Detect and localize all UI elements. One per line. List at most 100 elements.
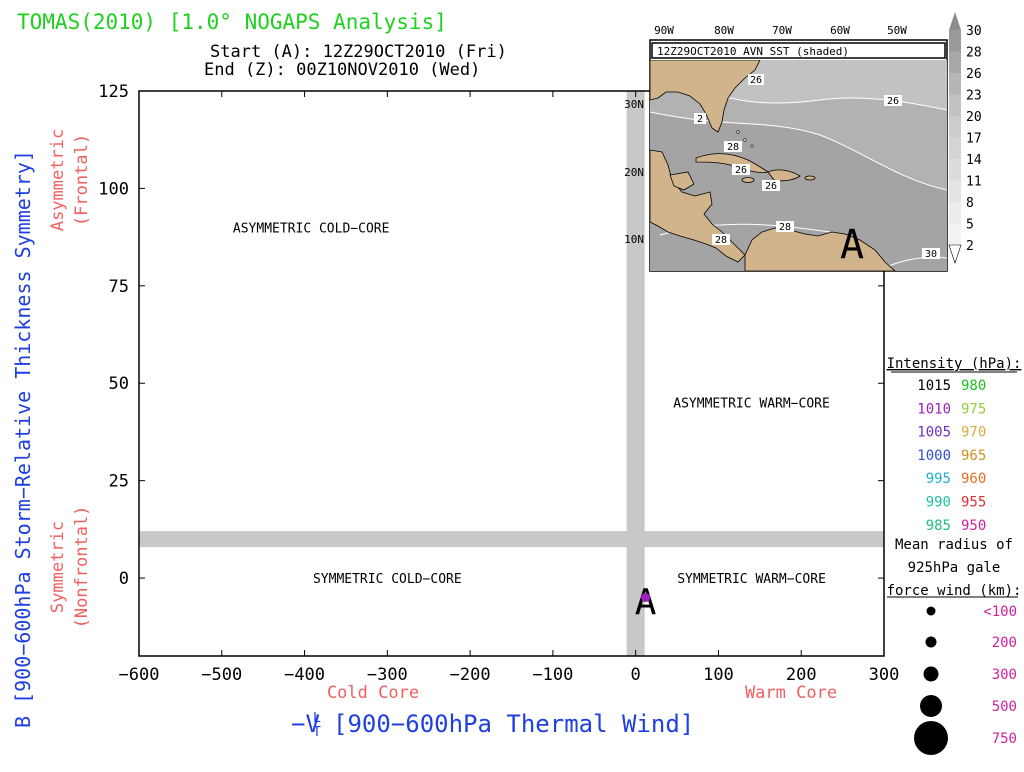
y-axis-title: B [900−600hPa Storm−Relative Thickness S… (11, 150, 35, 728)
intensity-legend: 1015 980 1010 975 1005 970 1000 965 995 960 990 955… (917, 378, 986, 534)
intensity-legend-title: Intensity (hPa): (887, 356, 1022, 372)
bahamas-land (743, 138, 747, 142)
intensity-value: 1015 (917, 378, 951, 394)
chart-title: TOMAS(2010) [1.0° NOGAPS Analysis] (17, 10, 447, 34)
colorbar-label: 30 (966, 24, 982, 39)
intensity-value: 1000 (917, 448, 951, 464)
radius-marker (920, 695, 942, 717)
radius-label: 750 (992, 731, 1017, 747)
radius-label: 300 (992, 667, 1017, 683)
lon-label: 60W (830, 24, 850, 37)
x-tick-label: −600 (119, 665, 160, 685)
contour-label-bg (884, 95, 902, 106)
inset-title-box (651, 42, 946, 59)
y-tick-label: 25 (109, 472, 129, 492)
contour-label: 26 (735, 165, 747, 176)
colorbar-segment (949, 202, 961, 224)
inset-sst-map: 26 26 28 26 26 28 28 30 2 12Z29OCT201 (624, 12, 982, 272)
south-america-land (744, 227, 896, 271)
colorbar-top-cap (949, 12, 961, 30)
x-axis-title-main: −V (291, 710, 320, 738)
jamaica-land (741, 177, 755, 183)
contour-label: 28 (779, 222, 791, 233)
radius-marker (926, 606, 936, 616)
x-axis-title-sub: T (313, 725, 321, 740)
intensity-value: 950 (961, 518, 986, 534)
y-tick-label: 100 (98, 179, 129, 199)
contour-label: 26 (750, 75, 762, 86)
sym-warm-label: SYMMETRIC WARM−CORE (677, 572, 826, 587)
radius-marker (914, 721, 948, 755)
x-tick-label: −500 (201, 665, 242, 685)
colorbar-segment (949, 159, 961, 181)
radius-legend-title: Mean radius of (895, 537, 1013, 553)
y-tick-label: 125 (98, 82, 129, 102)
radius-marker (925, 636, 937, 648)
contour-label: 28 (727, 142, 739, 153)
colorbar-label: 11 (966, 175, 982, 190)
colorbar-label: 14 (966, 153, 982, 168)
x-axis-title-rest: [900−600hPa Thermal Wind] (333, 710, 694, 738)
y-lower-label-2: (Nonfrontal) (72, 506, 92, 629)
intensity-value: 955 (961, 495, 986, 511)
inset-map-body (650, 60, 947, 271)
y-lower-label-1: Symmetric (48, 521, 68, 613)
sst-colorbar: 30 28 26 23 20 17 14 11 8 5 2 (948, 12, 982, 264)
colorbar-segment (949, 73, 961, 95)
x-tick-label: −200 (450, 665, 491, 685)
symmetry-threshold-band (139, 531, 884, 548)
track-point (641, 593, 651, 603)
lat-label: 30N (624, 98, 644, 111)
x-tick-label: 200 (786, 665, 817, 685)
x-axis-title: −V L T [900−600hPa Thermal Wind] (291, 710, 694, 740)
contour-label-bg (694, 113, 706, 124)
y-upper-label-1: Asymmetric (48, 129, 68, 231)
warm-core-label: Warm Core (745, 683, 837, 703)
colorbar-label: 20 (966, 110, 982, 125)
radius-label: 500 (992, 699, 1017, 715)
lon-label: 80W (714, 24, 734, 37)
puerto-rico-land (804, 175, 816, 181)
contour-label-bg (724, 141, 742, 152)
asym-warm-label: ASYMMETRIC WARM−CORE (673, 397, 830, 412)
colorbar-label: 2 (966, 239, 974, 254)
y-tick-label: 50 (109, 374, 129, 394)
bahamas-land (736, 130, 740, 134)
contour-label-bg (712, 234, 730, 245)
colorbar-segment (949, 137, 961, 159)
colorbar-bottom-cap (948, 244, 962, 264)
colorbar-label: 23 (966, 89, 982, 104)
intensity-value: 990 (926, 495, 951, 511)
colorbar-label: 26 (966, 67, 982, 82)
intensity-value: 1005 (917, 425, 951, 441)
intensity-value: 1010 (917, 401, 951, 417)
x-tick-label: −400 (284, 665, 325, 685)
x-axis-title-sup: L (313, 711, 321, 726)
thermal-wind-threshold-band (626, 91, 645, 656)
colorbar-segment (949, 94, 961, 116)
lon-label: 50W (887, 24, 907, 37)
y-tick-label: 0 (119, 569, 129, 589)
intensity-value: 980 (961, 378, 986, 394)
asym-cold-label: ASYMMETRIC COLD−CORE (233, 221, 390, 236)
colorbar-segment (949, 51, 961, 73)
colorbar-label: 28 (966, 46, 982, 61)
contour-label-bg (922, 248, 940, 259)
contour-label-bg (732, 164, 750, 175)
intensity-value: 995 (926, 471, 951, 487)
plot-frame (138, 90, 885, 657)
intensity-value: 975 (961, 401, 986, 417)
contour-label: 30 (925, 249, 937, 260)
x-tick-label: −300 (367, 665, 408, 685)
plot-area: −600 −500 −400 −300 −200 −100 0 100 200 300 125 100… (98, 82, 899, 685)
contour-label: 2 (697, 114, 703, 125)
radius-label: 200 (992, 635, 1017, 651)
start-time-label: Start (A): 12Z29OCT2010 (Fri) (210, 42, 507, 62)
lat-label: 10N (624, 233, 644, 246)
radius-legend-title: force wind (km): (887, 583, 1022, 599)
radius-legend: Mean radius of 925hPa gale force wind (km)… (887, 537, 1022, 755)
intensity-value: 960 (961, 471, 986, 487)
contour-label: 28 (715, 235, 727, 246)
